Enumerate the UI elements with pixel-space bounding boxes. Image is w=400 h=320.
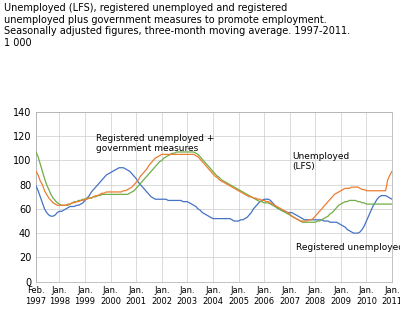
Text: Registered unemployed +
government measures: Registered unemployed + government measu… [96,134,214,153]
Text: Unemployed (LFS), registered unemployed and registered
unemployed plus governmen: Unemployed (LFS), registered unemployed … [4,3,350,48]
Text: Unemployed
(LFS): Unemployed (LFS) [292,152,349,172]
Text: Registered unemployed: Registered unemployed [296,243,400,252]
